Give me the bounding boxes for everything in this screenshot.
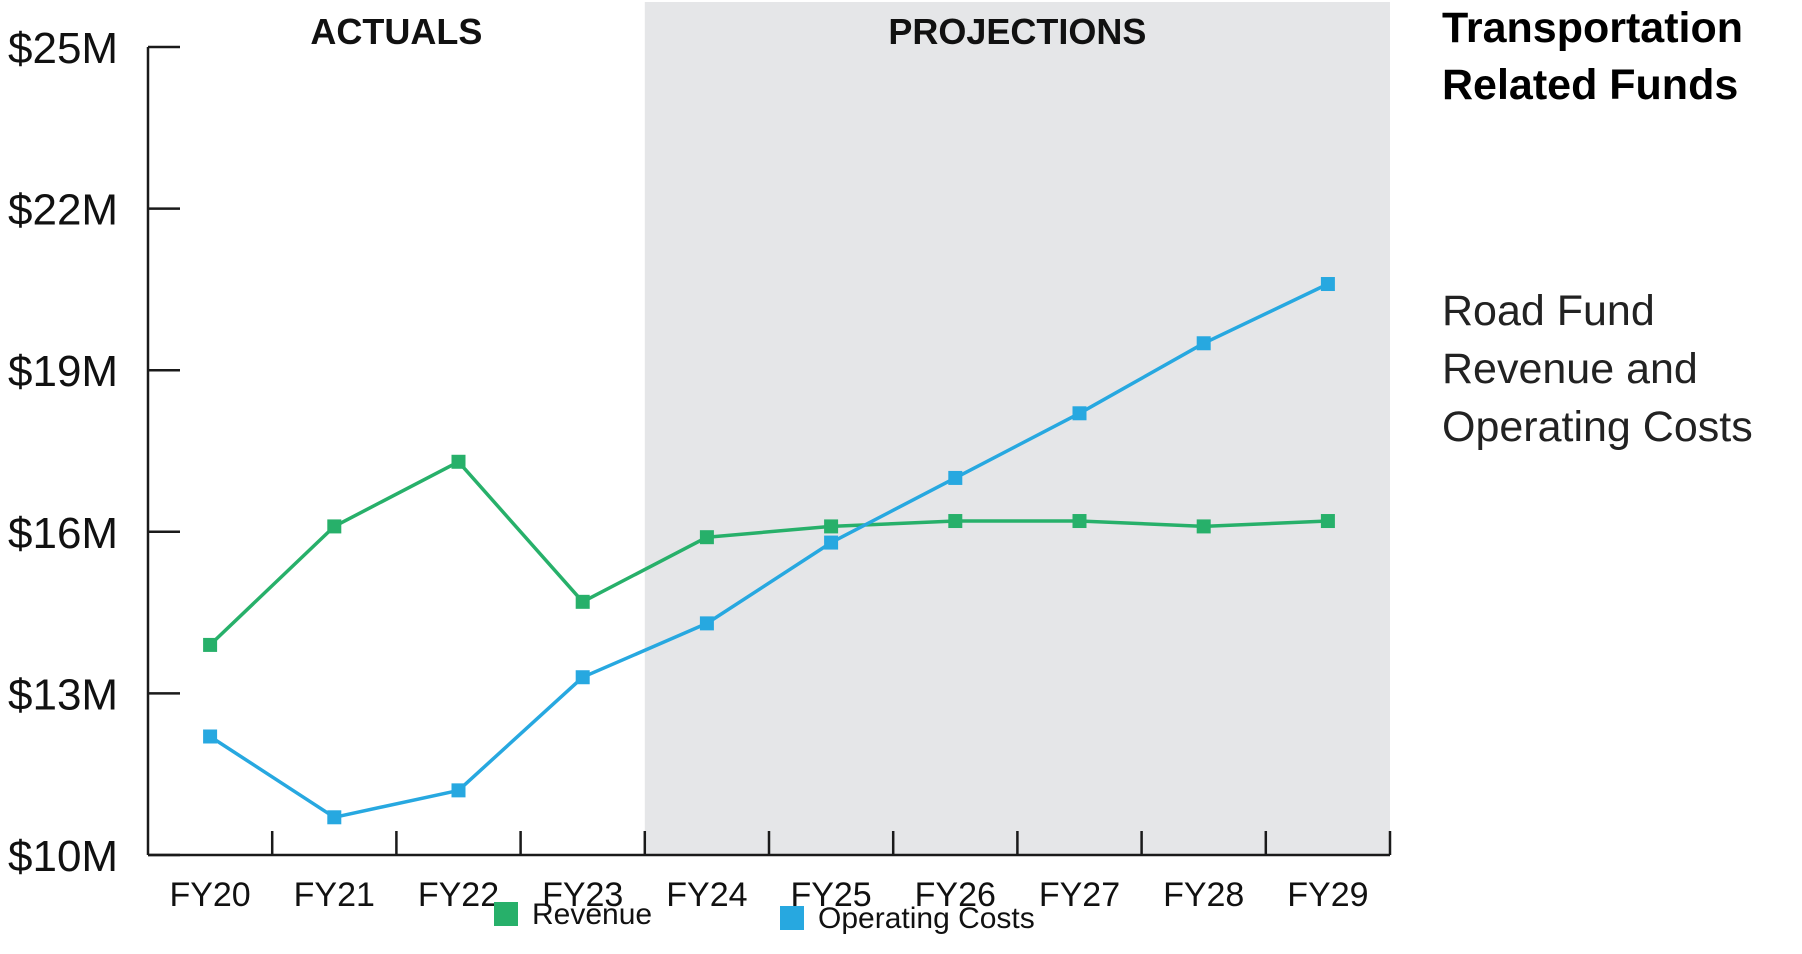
x-tick-label: FY21: [294, 876, 375, 914]
operating-costs-point: [451, 783, 466, 798]
legend: Revenue Operating Costs: [494, 898, 1035, 935]
revenue-point: [1072, 514, 1087, 529]
operating-costs-point: [1320, 277, 1335, 292]
revenue-point: [575, 594, 590, 609]
revenue-legend-swatch: [494, 902, 518, 926]
y-axis-ticks: $10M $13M $16M $19M $22M $25M: [8, 24, 180, 881]
operating-costs-point: [327, 810, 342, 825]
operating-costs-line: [209, 282, 1329, 820]
x-tick-label: FY28: [1163, 876, 1244, 914]
projections-label: PROJECTIONS: [888, 11, 1146, 52]
y-tick-label: $16M: [8, 509, 118, 558]
actuals-label: ACTUALS: [310, 11, 482, 52]
x-tick-label: FY26: [915, 876, 996, 914]
projections-band: [644, 2, 1390, 855]
chart-subtitle: Road Fund Revenue and Operating Costs: [1442, 287, 1753, 451]
operating-costs-point: [824, 535, 839, 550]
chart-title: Transportation Related Funds: [1442, 4, 1744, 109]
revenue-legend-label: Revenue: [532, 898, 652, 931]
x-tick-label: FY25: [790, 876, 871, 914]
revenue-point: [451, 454, 466, 469]
operating-costs-point: [699, 616, 714, 631]
revenue-point: [699, 530, 714, 545]
x-tick-label: FY22: [418, 876, 499, 914]
y-tick-label: $10M: [8, 832, 118, 881]
x-tick-label: FY24: [666, 876, 747, 914]
revenue-point: [203, 637, 218, 652]
x-tick-label: FY20: [169, 876, 250, 914]
y-tick-label: $22M: [8, 186, 118, 235]
revenue-point: [948, 514, 963, 529]
operating-costs-point: [948, 470, 963, 485]
revenue-point: [1320, 514, 1335, 529]
operating-costs-legend-swatch: [780, 906, 804, 930]
operating-costs-point: [1072, 406, 1087, 421]
revenue-point: [824, 519, 839, 534]
x-tick-label: FY29: [1287, 876, 1368, 914]
operating-costs-point: [575, 670, 590, 685]
operating-costs-point: [203, 729, 218, 744]
y-tick-label: $13M: [8, 670, 118, 719]
y-tick-label: $25M: [8, 24, 118, 73]
x-axis-ticks: FY20 FY21 FY22 FY23 FY24 FY25 FY26 FY27 FY28 FY29: [169, 831, 1392, 914]
operating-costs-point: [1196, 336, 1211, 351]
y-tick-label: $19M: [8, 347, 118, 396]
x-tick-label: FY27: [1039, 876, 1120, 914]
revenue-point: [1196, 519, 1211, 534]
revenue-line: [208, 460, 1328, 647]
series-layer: [203, 277, 1335, 825]
operating-costs-legend-label: Operating Costs: [818, 902, 1035, 935]
x-tick-label: FY23: [542, 876, 623, 914]
revenue-point: [327, 519, 342, 534]
